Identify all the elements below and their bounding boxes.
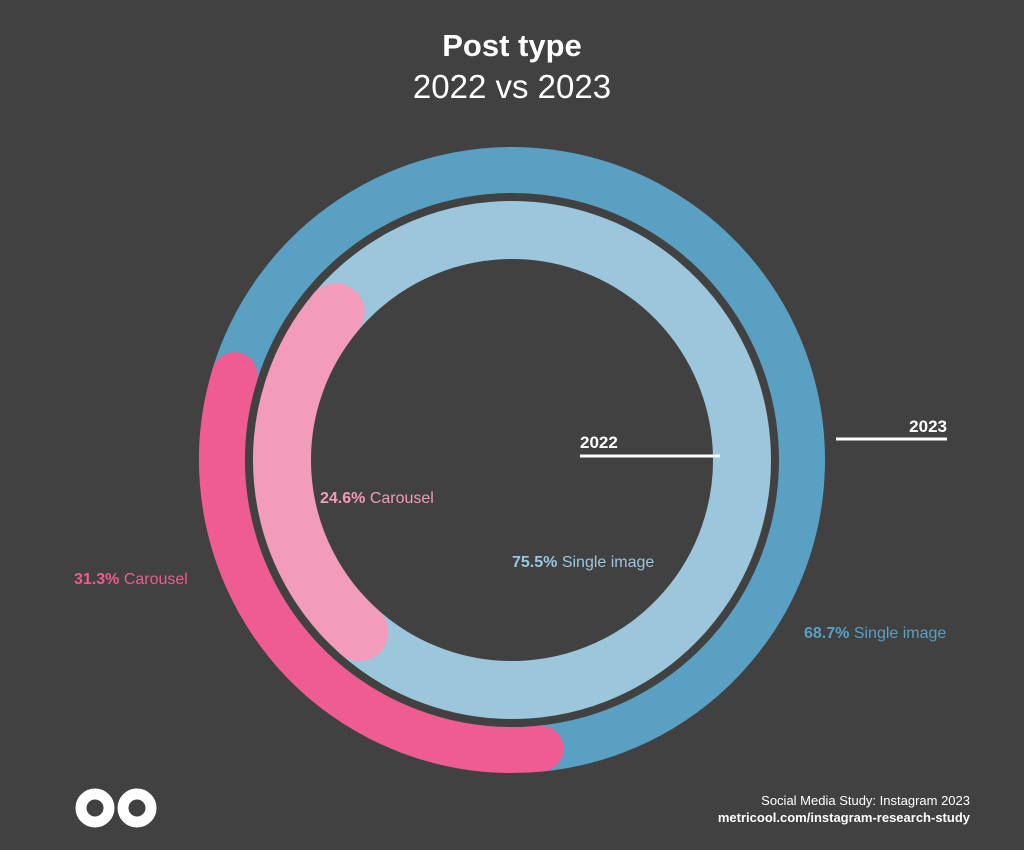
label-2023-single-image: 68.7% Single image	[804, 625, 946, 642]
arc-2022-single-image	[306, 201, 771, 719]
ring-label-2022: 2022	[580, 433, 618, 452]
chart-title: Post type	[442, 28, 582, 63]
label-2022-carousel: 24.6% Carousel	[320, 490, 434, 507]
chart-subtitle: 2022 vs 2023	[412, 68, 612, 105]
infinity-logo-icon	[75, 788, 157, 828]
arc-2023-carousel	[199, 352, 564, 773]
label-2022-single-image: 75.5% Single image	[512, 554, 654, 571]
footer: Social Media Study: Instagram 2023 metri…	[718, 792, 970, 826]
footer-source: Social Media Study: Instagram 2023	[761, 793, 970, 808]
arc-2022-carousel	[253, 283, 389, 662]
footer-url[interactable]: metricool.com/instagram-research-study	[717, 810, 970, 825]
ring-label-2023: 2023	[909, 417, 947, 436]
label-2023-carousel: 31.3% Carousel	[74, 571, 188, 588]
arc-2023-single-image	[211, 147, 825, 772]
